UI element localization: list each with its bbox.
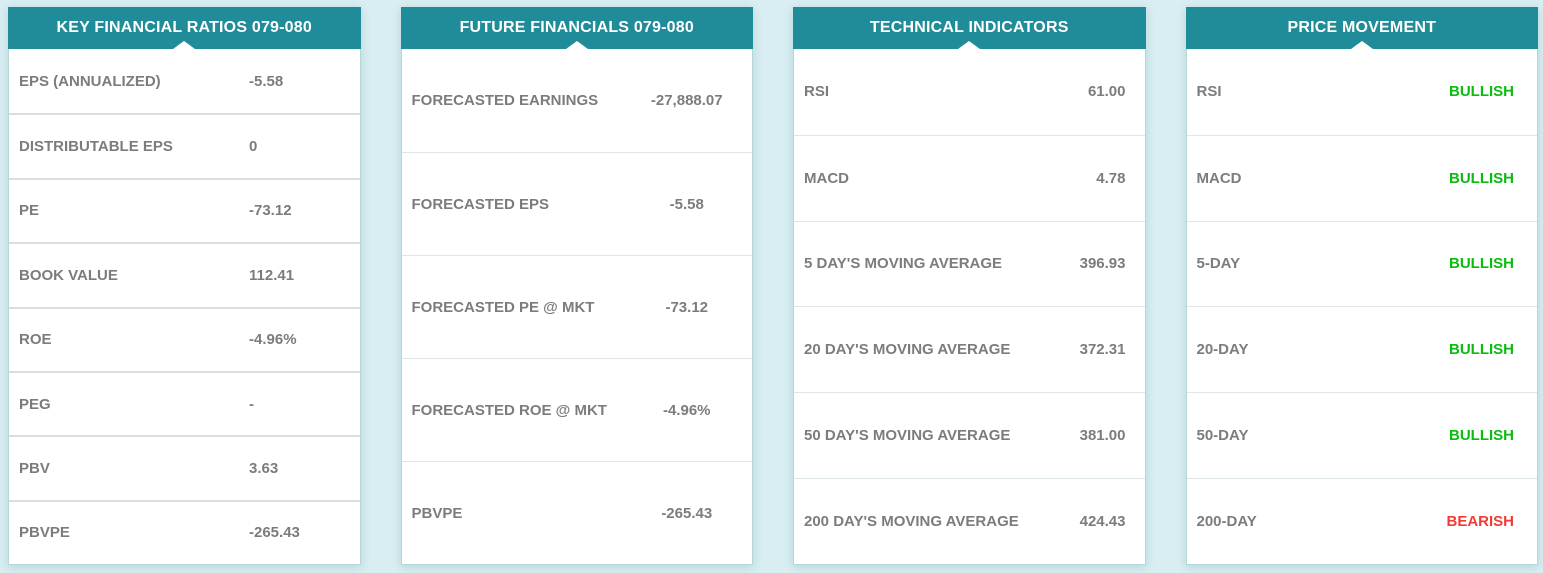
table-row: 200-DAY BEARISH bbox=[1186, 477, 1537, 564]
panel-header: FUTURE FINANCIALS 079-080 bbox=[400, 7, 753, 49]
row-value: BEARISH bbox=[1446, 512, 1514, 530]
header-notch-icon bbox=[1350, 41, 1373, 49]
row-value: 3.63 bbox=[249, 460, 279, 478]
row-label: MACD bbox=[1196, 169, 1242, 187]
row-label: DISTRIBUTABLE EPS bbox=[19, 138, 173, 156]
table-row: PBVPE -265.43 bbox=[401, 461, 752, 564]
row-label: RSI bbox=[1196, 83, 1222, 101]
row-label: 5 DAY'S MOVING AVERAGE bbox=[804, 255, 1003, 273]
table-row: FORECASTED PE @ MKT -73.12 bbox=[401, 255, 752, 358]
table-row: PBV 3.63 bbox=[9, 435, 360, 499]
row-value: 372.31 bbox=[1079, 341, 1126, 359]
row-value: 112.41 bbox=[249, 266, 295, 284]
row-label: FORECASTED ROE @ MKT bbox=[411, 401, 607, 419]
row-label: MACD bbox=[804, 169, 849, 187]
table-row: RSI BULLISH bbox=[1187, 49, 1538, 135]
panel-price-movement: PRICE MOVEMENT RSI BULLISH MACD BULLISH … bbox=[1185, 7, 1538, 565]
row-label: BOOK VALUE bbox=[19, 266, 118, 284]
panel-title: KEY FINANCIAL RATIOS 079-080 bbox=[56, 19, 312, 36]
table-row: 20 DAY'S MOVING AVERAGE 372.31 bbox=[794, 306, 1145, 392]
row-label: FORECASTED EPS bbox=[411, 195, 550, 213]
table-row: 200 DAY'S MOVING AVERAGE 424.43 bbox=[794, 477, 1145, 564]
panel-header: PRICE MOVEMENT bbox=[1185, 7, 1538, 49]
panel-body: EPS (ANNUALIZED) -5.58 DISTRIBUTABLE EPS… bbox=[8, 49, 361, 566]
row-label: RSI bbox=[804, 83, 830, 101]
row-value: -265.43 bbox=[661, 504, 713, 522]
table-row: BOOK VALUE 112.41 bbox=[9, 242, 360, 306]
header-notch-icon bbox=[565, 41, 588, 49]
row-label: 50-DAY bbox=[1196, 427, 1249, 445]
row-value: 396.93 bbox=[1079, 255, 1126, 273]
row-label: 5-DAY bbox=[1196, 255, 1241, 273]
row-value: -73.12 bbox=[665, 298, 709, 316]
panel-header: TECHNICAL INDICATORS bbox=[793, 7, 1146, 49]
panel-header: KEY FINANCIAL RATIOS 079-080 bbox=[8, 7, 361, 49]
panel-body: RSI 61.00 MACD 4.78 5 DAY'S MOVING AVERA… bbox=[793, 49, 1146, 565]
row-label: 200-DAY bbox=[1196, 512, 1257, 530]
row-label: FORECASTED EARNINGS bbox=[411, 92, 599, 109]
row-value: -5.58 bbox=[249, 72, 284, 90]
panel-title: PRICE MOVEMENT bbox=[1287, 19, 1437, 36]
table-row: PE -73.12 bbox=[9, 177, 360, 242]
row-label: PBVPE bbox=[19, 524, 70, 542]
table-row: ROE -4.96% bbox=[9, 306, 360, 371]
row-label: PE bbox=[19, 202, 40, 220]
row-value: BULLISH bbox=[1449, 255, 1514, 273]
table-row: 5-DAY BULLISH bbox=[1186, 220, 1537, 307]
table-row: PEG - bbox=[9, 370, 360, 435]
row-label: PEG bbox=[19, 395, 51, 413]
row-value: BULLISH bbox=[1449, 169, 1514, 187]
row-value: -265.43 bbox=[249, 524, 300, 542]
row-value: - bbox=[249, 395, 254, 413]
table-row: 20-DAY BULLISH bbox=[1186, 306, 1537, 392]
row-label: 20 DAY'S MOVING AVERAGE bbox=[804, 341, 1011, 359]
financial-summary-boards: KEY FINANCIAL RATIOS 079-080 EPS (ANNUAL… bbox=[8, 7, 1538, 566]
row-value: -5.58 bbox=[669, 195, 704, 213]
row-value: -4.96% bbox=[662, 401, 711, 419]
table-row: MACD BULLISH bbox=[1186, 134, 1537, 221]
row-value: BULLISH bbox=[1449, 341, 1514, 359]
table-row: DISTRIBUTABLE EPS 0 bbox=[9, 113, 360, 177]
row-label: PBVPE bbox=[411, 504, 463, 522]
row-label: EPS (ANNUALIZED) bbox=[19, 72, 161, 90]
panel-body: FORECASTED EARNINGS -27,888.07 FORECASTE… bbox=[400, 49, 753, 565]
row-label: PBV bbox=[19, 460, 50, 478]
table-row: FORECASTED EARNINGS -27,888.07 bbox=[402, 49, 753, 152]
row-value: 381.00 bbox=[1079, 427, 1126, 445]
row-value: -73.12 bbox=[249, 202, 292, 220]
row-value: 0 bbox=[249, 138, 258, 156]
panel-title: TECHNICAL INDICATORS bbox=[869, 19, 1069, 36]
table-row: 50-DAY BULLISH bbox=[1186, 392, 1537, 478]
row-value: BULLISH bbox=[1449, 83, 1514, 101]
row-value: -27,888.07 bbox=[650, 92, 723, 109]
panel-key-financial-ratios: KEY FINANCIAL RATIOS 079-080 EPS (ANNUAL… bbox=[8, 7, 361, 566]
table-row: RSI 61.00 bbox=[794, 49, 1145, 135]
row-value: 4.78 bbox=[1096, 169, 1126, 187]
panel-title: FUTURE FINANCIALS 079-080 bbox=[459, 19, 694, 36]
table-row: PBVPE -265.43 bbox=[9, 499, 360, 564]
panel-future-financials: FUTURE FINANCIALS 079-080 FORECASTED EAR… bbox=[400, 7, 753, 565]
row-label: 20-DAY bbox=[1196, 341, 1249, 359]
table-row: 5 DAY'S MOVING AVERAGE 396.93 bbox=[794, 220, 1145, 307]
row-value: BULLISH bbox=[1449, 427, 1514, 445]
row-value: 424.43 bbox=[1079, 512, 1126, 530]
header-notch-icon bbox=[958, 41, 981, 49]
row-label: 50 DAY'S MOVING AVERAGE bbox=[804, 427, 1011, 445]
table-row: 50 DAY'S MOVING AVERAGE 381.00 bbox=[794, 392, 1145, 478]
row-label: ROE bbox=[19, 331, 52, 349]
table-row: EPS (ANNUALIZED) -5.58 bbox=[9, 49, 360, 113]
table-row: MACD 4.78 bbox=[794, 134, 1145, 221]
table-row: FORECASTED ROE @ MKT -4.96% bbox=[401, 358, 752, 461]
table-row: FORECASTED EPS -5.58 bbox=[401, 152, 752, 255]
row-label: FORECASTED PE @ MKT bbox=[411, 298, 595, 316]
panel-technical-indicators: TECHNICAL INDICATORS RSI 61.00 MACD 4.78… bbox=[793, 7, 1146, 565]
panel-body: RSI BULLISH MACD BULLISH 5-DAY BULLISH 2… bbox=[1185, 49, 1538, 565]
row-value: 61.00 bbox=[1087, 83, 1126, 101]
row-label: 200 DAY'S MOVING AVERAGE bbox=[804, 512, 1019, 530]
header-notch-icon bbox=[173, 41, 196, 49]
row-value: -4.96% bbox=[249, 331, 297, 349]
